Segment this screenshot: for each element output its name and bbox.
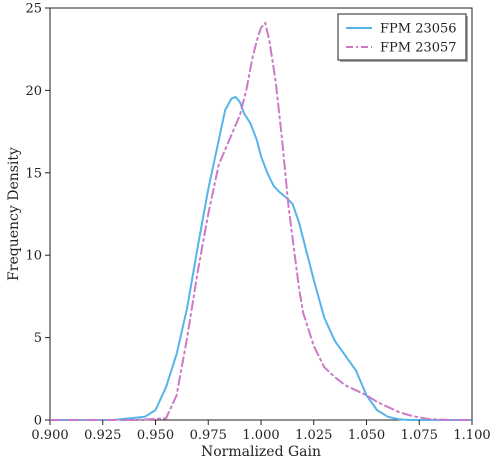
plot-border (49, 7, 473, 421)
y-tick-label: 5 (34, 331, 42, 346)
y-tick-label: 0 (34, 414, 42, 429)
y-tick-label: 15 (25, 166, 42, 181)
y-tick-label: 25 (25, 2, 42, 17)
x-tick-label: 1.075 (401, 428, 438, 443)
y-axis-title: Frequency Density (6, 147, 22, 281)
x-tick-label: 0.900 (31, 428, 68, 443)
series-layer (49, 21, 473, 421)
series-line-1 (49, 95, 473, 421)
x-tick-label: 1.000 (242, 428, 279, 443)
x-tick-label: 1.100 (453, 428, 490, 443)
legend-label-2: FPM 23057 (380, 41, 457, 56)
axes-layer: 0.900 0.925 0.950 0.975 1.000 1.025 1.050 1.075… (25, 2, 490, 444)
x-axis-title: Normalized Gain (201, 444, 321, 460)
legend-box (337, 13, 467, 61)
legend: FPM 23056 FPM 23057 (337, 13, 468, 62)
plot-frame (49, 7, 473, 421)
series-line-2 (49, 21, 473, 421)
x-tick-label: 0.975 (190, 428, 227, 443)
x-tick-label: 0.925 (84, 428, 121, 443)
y-tick-label: 20 (25, 84, 42, 99)
x-tick-label: 1.050 (348, 428, 385, 443)
legend-label-1: FPM 23056 (380, 22, 457, 37)
x-tick-label: 0.950 (137, 428, 174, 443)
y-tick-label: 10 (25, 249, 42, 264)
x-tick-label: 1.025 (295, 428, 332, 443)
